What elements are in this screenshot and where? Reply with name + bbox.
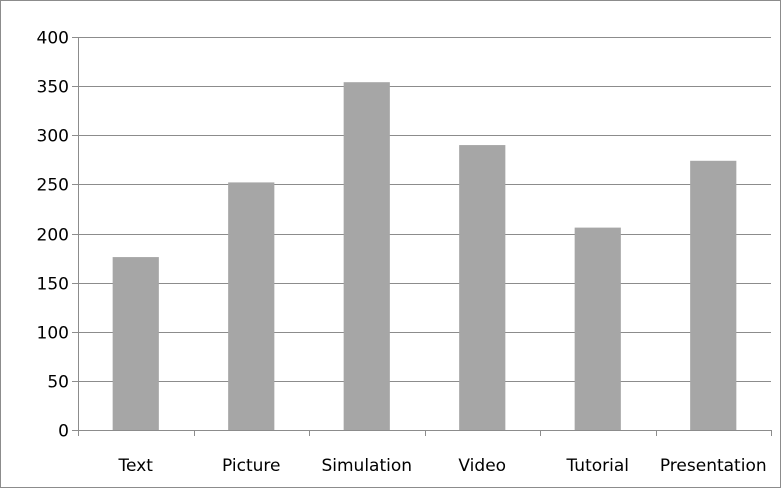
y-tick-label: 0 bbox=[58, 422, 69, 442]
x-tick-label: Tutorial bbox=[566, 456, 630, 476]
y-tick-label: 50 bbox=[47, 373, 69, 393]
axes bbox=[72, 37, 772, 436]
x-tick-labels: Text Picture Simulation Video Tutorial Presen… bbox=[118, 456, 767, 476]
bars bbox=[112, 82, 737, 431]
y-tick-label: 200 bbox=[37, 226, 69, 246]
bar bbox=[459, 145, 506, 430]
x-tick-label: Presentation bbox=[660, 456, 767, 476]
y-tick-labels: 0 50 100 150 200 250 300 350 400 bbox=[37, 29, 69, 442]
y-tick-label: 350 bbox=[37, 78, 69, 98]
bar bbox=[228, 182, 275, 430]
bar bbox=[690, 160, 737, 431]
y-tick-label: 250 bbox=[37, 176, 69, 196]
gridlines bbox=[78, 37, 771, 382]
x-tick-label: Text bbox=[118, 456, 154, 476]
bar bbox=[574, 227, 621, 430]
y-tick-label: 300 bbox=[37, 127, 69, 147]
y-tick-label: 100 bbox=[37, 324, 69, 344]
y-tick-label: 150 bbox=[37, 275, 69, 295]
x-tick-label: Simulation bbox=[321, 456, 412, 476]
x-tick-label: Picture bbox=[222, 456, 280, 476]
y-tick-label: 400 bbox=[37, 29, 69, 49]
bar bbox=[343, 82, 390, 430]
bar bbox=[112, 257, 159, 430]
x-tick-label: Video bbox=[458, 456, 506, 476]
